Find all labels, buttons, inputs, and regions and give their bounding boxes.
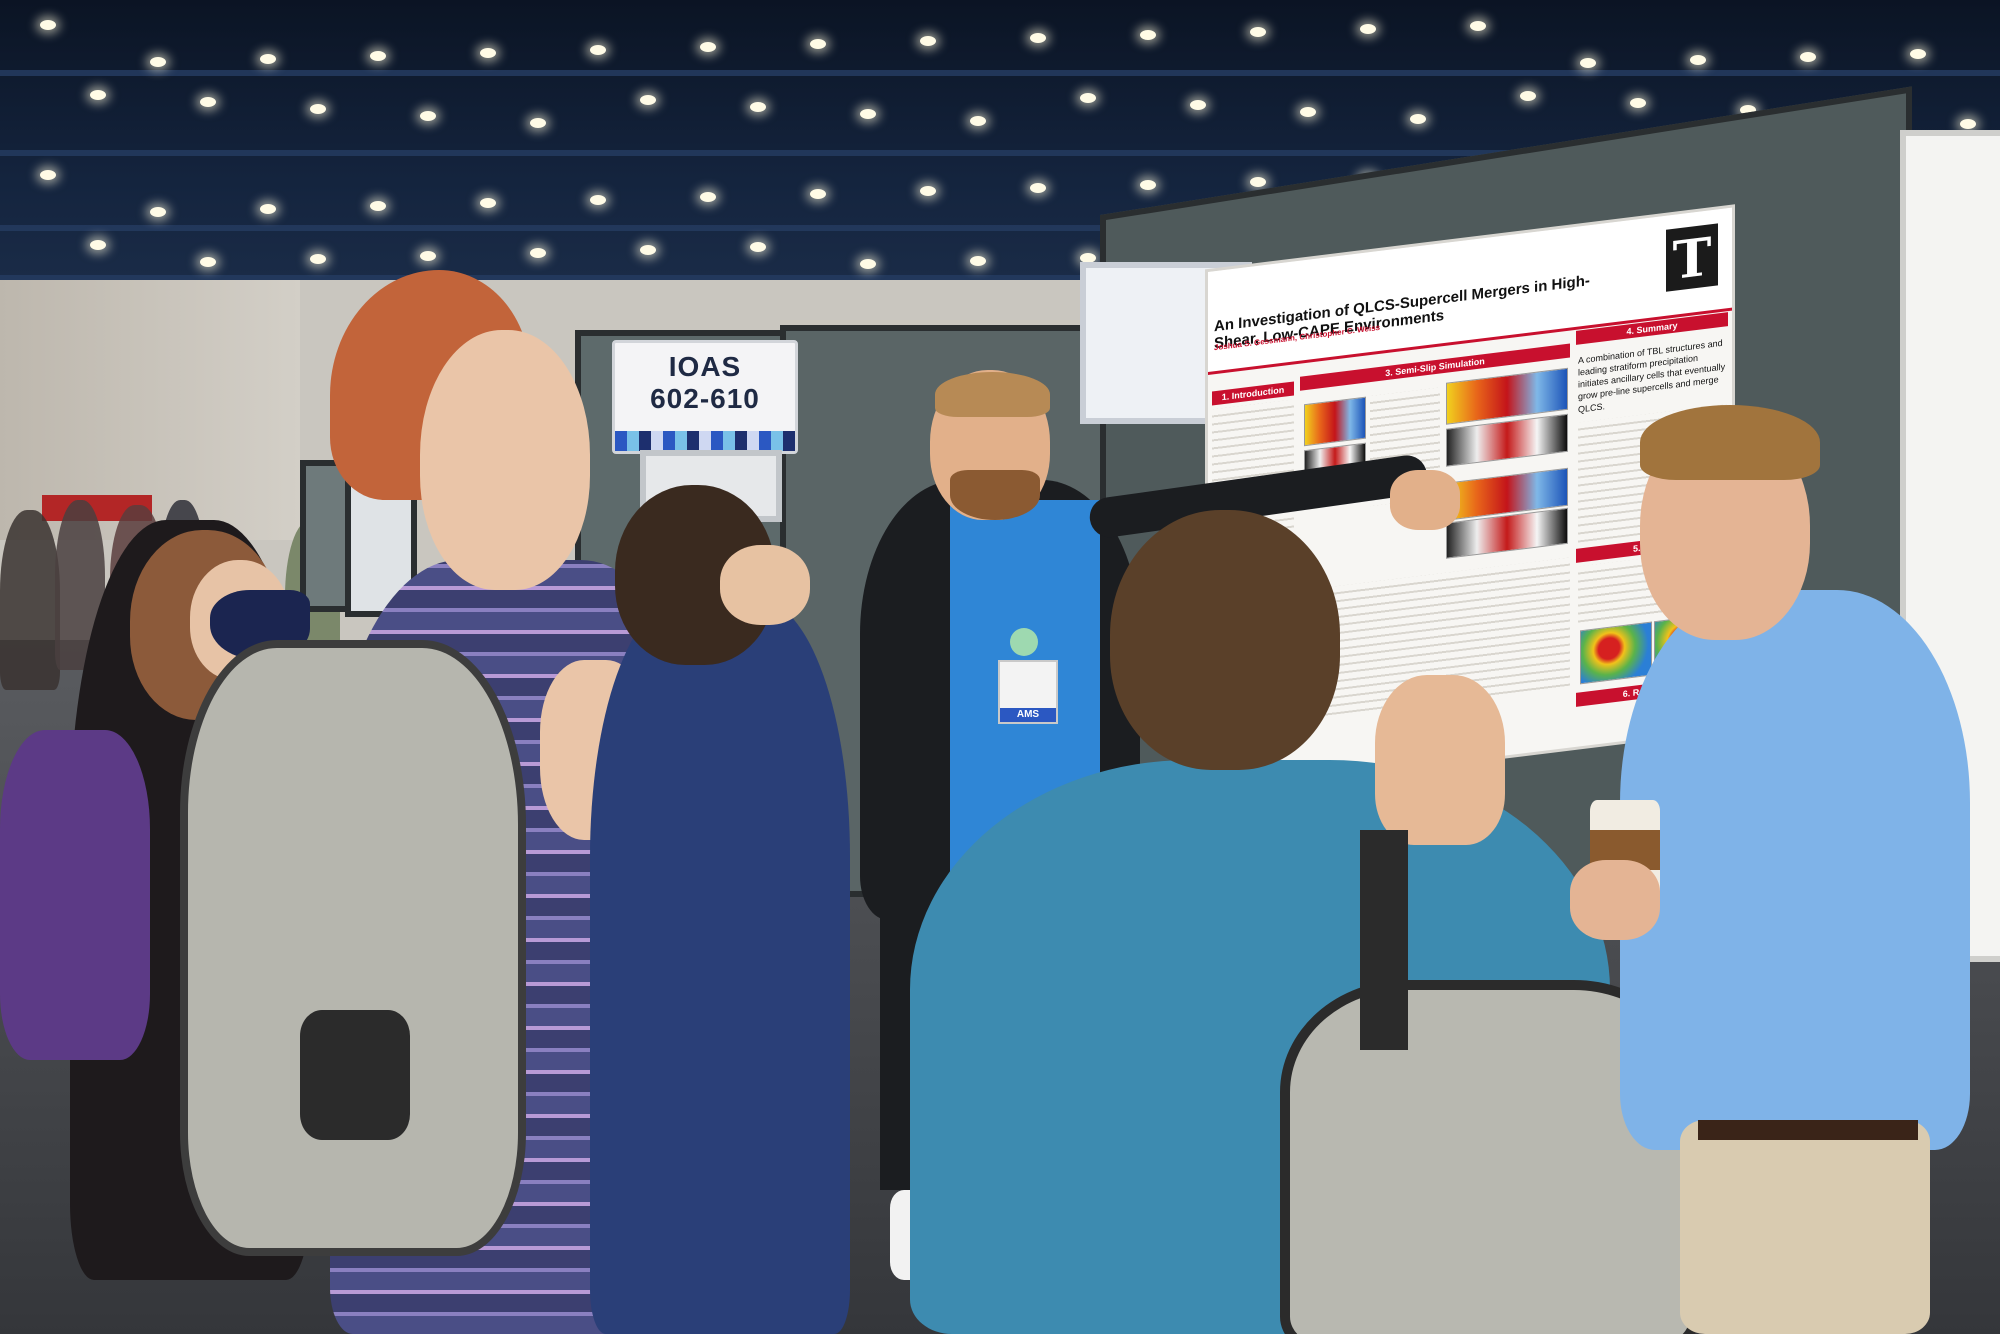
ceiling-light-icon [810, 39, 826, 49]
ceiling-light-icon [750, 102, 766, 112]
person-navy-suit-body [590, 600, 850, 1334]
ceiling-light-icon [810, 189, 826, 199]
ceiling-light-icon [1140, 30, 1156, 40]
ceiling-light-icon [420, 251, 436, 261]
summary-text: A combination of TBL structures and lead… [1578, 337, 1726, 415]
ceiling-light-icon [1080, 253, 1096, 263]
presenter-hair [935, 372, 1050, 417]
ceiling-light-icon [1140, 180, 1156, 190]
person-light-blue-shirt [1620, 590, 1970, 1150]
purple-backpack [0, 730, 150, 1060]
ceiling-light-icon [1080, 93, 1096, 103]
person-light-blue-hair [1640, 405, 1820, 480]
ceiling-truss [0, 70, 2000, 76]
ceiling-light-icon [750, 242, 766, 252]
ceiling-light-icon [700, 192, 716, 202]
ceiling-light-icon [200, 97, 216, 107]
background-person [0, 510, 60, 690]
session-sign-line2: 602-610 [650, 383, 760, 414]
ceiling-light-icon [640, 245, 656, 255]
ceiling-light-icon [40, 20, 56, 30]
ceiling-light-icon [310, 104, 326, 114]
ceiling-light-icon [420, 111, 436, 121]
ceiling-light-icon [1690, 55, 1706, 65]
ceiling-light-icon [90, 90, 106, 100]
ceiling-light-icon [260, 54, 276, 64]
ceiling-light-icon [970, 116, 986, 126]
ceiling-light-icon [1030, 33, 1046, 43]
person-teal-raised-hand [1375, 675, 1505, 845]
session-sign-line1: IOAS [668, 351, 742, 382]
presenter-beard [950, 470, 1040, 520]
ceiling-light-icon [1250, 177, 1266, 187]
ceiling-light-icon [590, 195, 606, 205]
water-bottle-icon [300, 1010, 410, 1140]
ceiling-light-icon [1300, 107, 1316, 117]
session-sign: IOAS 602-610 [612, 340, 798, 454]
ceiling-light-icon [590, 45, 606, 55]
ceiling-light-icon [640, 95, 656, 105]
badge-pin-icon [1010, 628, 1038, 656]
person-navy-suit-hand [720, 545, 810, 625]
ceiling-light-icon [1470, 21, 1486, 31]
figure-panel [1304, 396, 1366, 447]
ceiling-light-icon [1360, 24, 1376, 34]
ceiling-light-icon [1580, 58, 1596, 68]
ceiling-light-icon [1190, 100, 1206, 110]
ceiling-light-icon [150, 207, 166, 217]
ceiling-truss [0, 275, 2000, 281]
sign-pattern-strip [615, 431, 795, 451]
ceiling-light-icon [530, 118, 546, 128]
ceiling-light-icon [1630, 98, 1646, 108]
ceiling-light-icon [370, 201, 386, 211]
ceiling-light-icon [150, 57, 166, 67]
person-plaid-face [420, 330, 590, 590]
ceiling-light-icon [1250, 27, 1266, 37]
ceiling-light-icon [1800, 52, 1816, 62]
ceiling-light-icon [920, 36, 936, 46]
ceiling-light-icon [920, 186, 936, 196]
ceiling-light-icon [700, 42, 716, 52]
ceiling-light-icon [1740, 105, 1756, 115]
khaki-pants [1680, 1120, 1930, 1334]
ceiling-light-icon [40, 170, 56, 180]
ceiling-light-icon [1410, 114, 1426, 124]
ceiling-light-icon [1520, 91, 1536, 101]
gray-backpack [180, 640, 526, 1256]
ceiling-light-icon [370, 51, 386, 61]
person-teal-hair [1110, 510, 1340, 770]
presenter-pointing-hand [1390, 470, 1460, 530]
figure-panel [1580, 621, 1652, 685]
belt [1698, 1120, 1918, 1140]
ceiling-light-icon [480, 48, 496, 58]
ceiling-light-icon [260, 204, 276, 214]
university-logo-icon [1666, 223, 1718, 292]
backpack-strap [1360, 830, 1408, 1050]
badge-ams-label: AMS [1000, 708, 1056, 722]
ceiling-light-icon [860, 109, 876, 119]
ceiling-light-icon [310, 254, 326, 264]
ceiling-light-icon [530, 248, 546, 258]
ceiling-light-icon [1960, 119, 1976, 129]
ceiling-light-icon [480, 198, 496, 208]
ceiling-truss [0, 150, 2000, 156]
ceiling-light-icon [200, 257, 216, 267]
ceiling-light-icon [970, 256, 986, 266]
person-light-blue-hand [1570, 860, 1660, 940]
name-badge: AMS [998, 660, 1058, 724]
ceiling-light-icon [860, 259, 876, 269]
ceiling-light-icon [1030, 183, 1046, 193]
ceiling-light-icon [1910, 49, 1926, 59]
ceiling-light-icon [90, 240, 106, 250]
ceiling-truss [0, 225, 2000, 231]
